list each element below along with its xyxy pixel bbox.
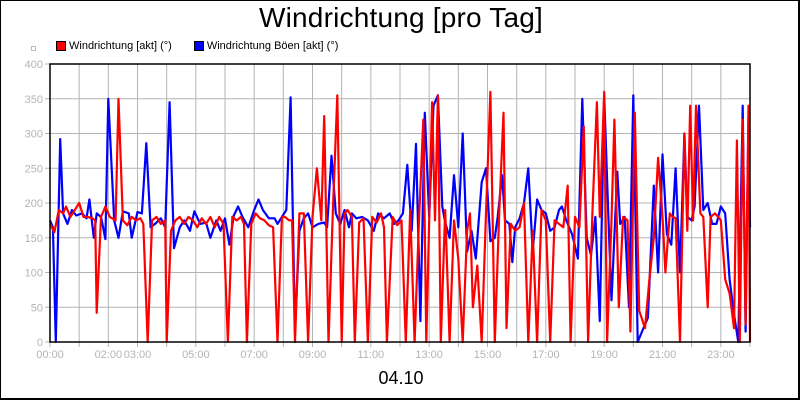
grid-lines bbox=[49, 63, 751, 343]
y-tick-label: 0 bbox=[37, 337, 43, 349]
x-tick-label: 02:00 bbox=[95, 349, 123, 361]
chart-title: Windrichtung [pro Tag] bbox=[258, 2, 544, 33]
y-tick-label: 50 bbox=[31, 302, 43, 314]
legend-swatch-blue-icon bbox=[193, 41, 204, 51]
x-axis: 00:00 02:00 03:00 05:00 07:00 09:00 11:00 13:00… bbox=[36, 342, 751, 361]
x-tick-label: 17:00 bbox=[532, 349, 560, 361]
legend-marker-icon bbox=[31, 45, 36, 51]
y-tick-label: 400 bbox=[25, 59, 43, 71]
legend-label: Windrichtung Böen [akt] (°) bbox=[206, 40, 339, 52]
x-tick-label: 11:00 bbox=[357, 349, 384, 361]
plot-border bbox=[49, 63, 751, 343]
y-tick-label: 350 bbox=[25, 94, 43, 106]
y-axis: 0 50 100 150 200 250 300 350 400 bbox=[25, 59, 50, 349]
x-tick-label: 13:00 bbox=[415, 349, 443, 361]
x-tick-label: 21:00 bbox=[649, 349, 677, 361]
x-tick-label: 05:00 bbox=[182, 349, 210, 361]
data-series bbox=[48, 90, 752, 344]
x-axis-date-label: 04.10 bbox=[378, 368, 424, 388]
x-tick-label: 15:00 bbox=[474, 349, 502, 361]
legend-swatch-red-icon bbox=[56, 41, 66, 51]
legend-label: Windrichtung [akt] (°) bbox=[69, 40, 172, 52]
chart-legend: Windrichtung [akt] (°) Windrichtung Böen… bbox=[31, 38, 360, 54]
x-tick-label: 19:00 bbox=[590, 349, 618, 361]
x-tick-label: 03:00 bbox=[124, 349, 152, 361]
y-tick-label: 250 bbox=[25, 163, 43, 175]
legend-item-windrichtung-boeen: Windrichtung Böen [akt] (°) bbox=[193, 40, 339, 52]
y-tick-label: 200 bbox=[25, 198, 43, 210]
series-line-windrichtung bbox=[49, 90, 752, 344]
y-tick-label: 300 bbox=[25, 129, 43, 141]
x-tick-label: 07:00 bbox=[240, 349, 268, 361]
x-tick-label: 23:00 bbox=[707, 349, 735, 361]
x-tick-label: 00:00 bbox=[36, 349, 64, 361]
y-tick-label: 100 bbox=[25, 268, 43, 280]
y-tick-label: 150 bbox=[25, 233, 43, 245]
legend-item-windrichtung: Windrichtung [akt] (°) bbox=[56, 40, 172, 52]
x-tick-label: 09:00 bbox=[299, 349, 327, 361]
